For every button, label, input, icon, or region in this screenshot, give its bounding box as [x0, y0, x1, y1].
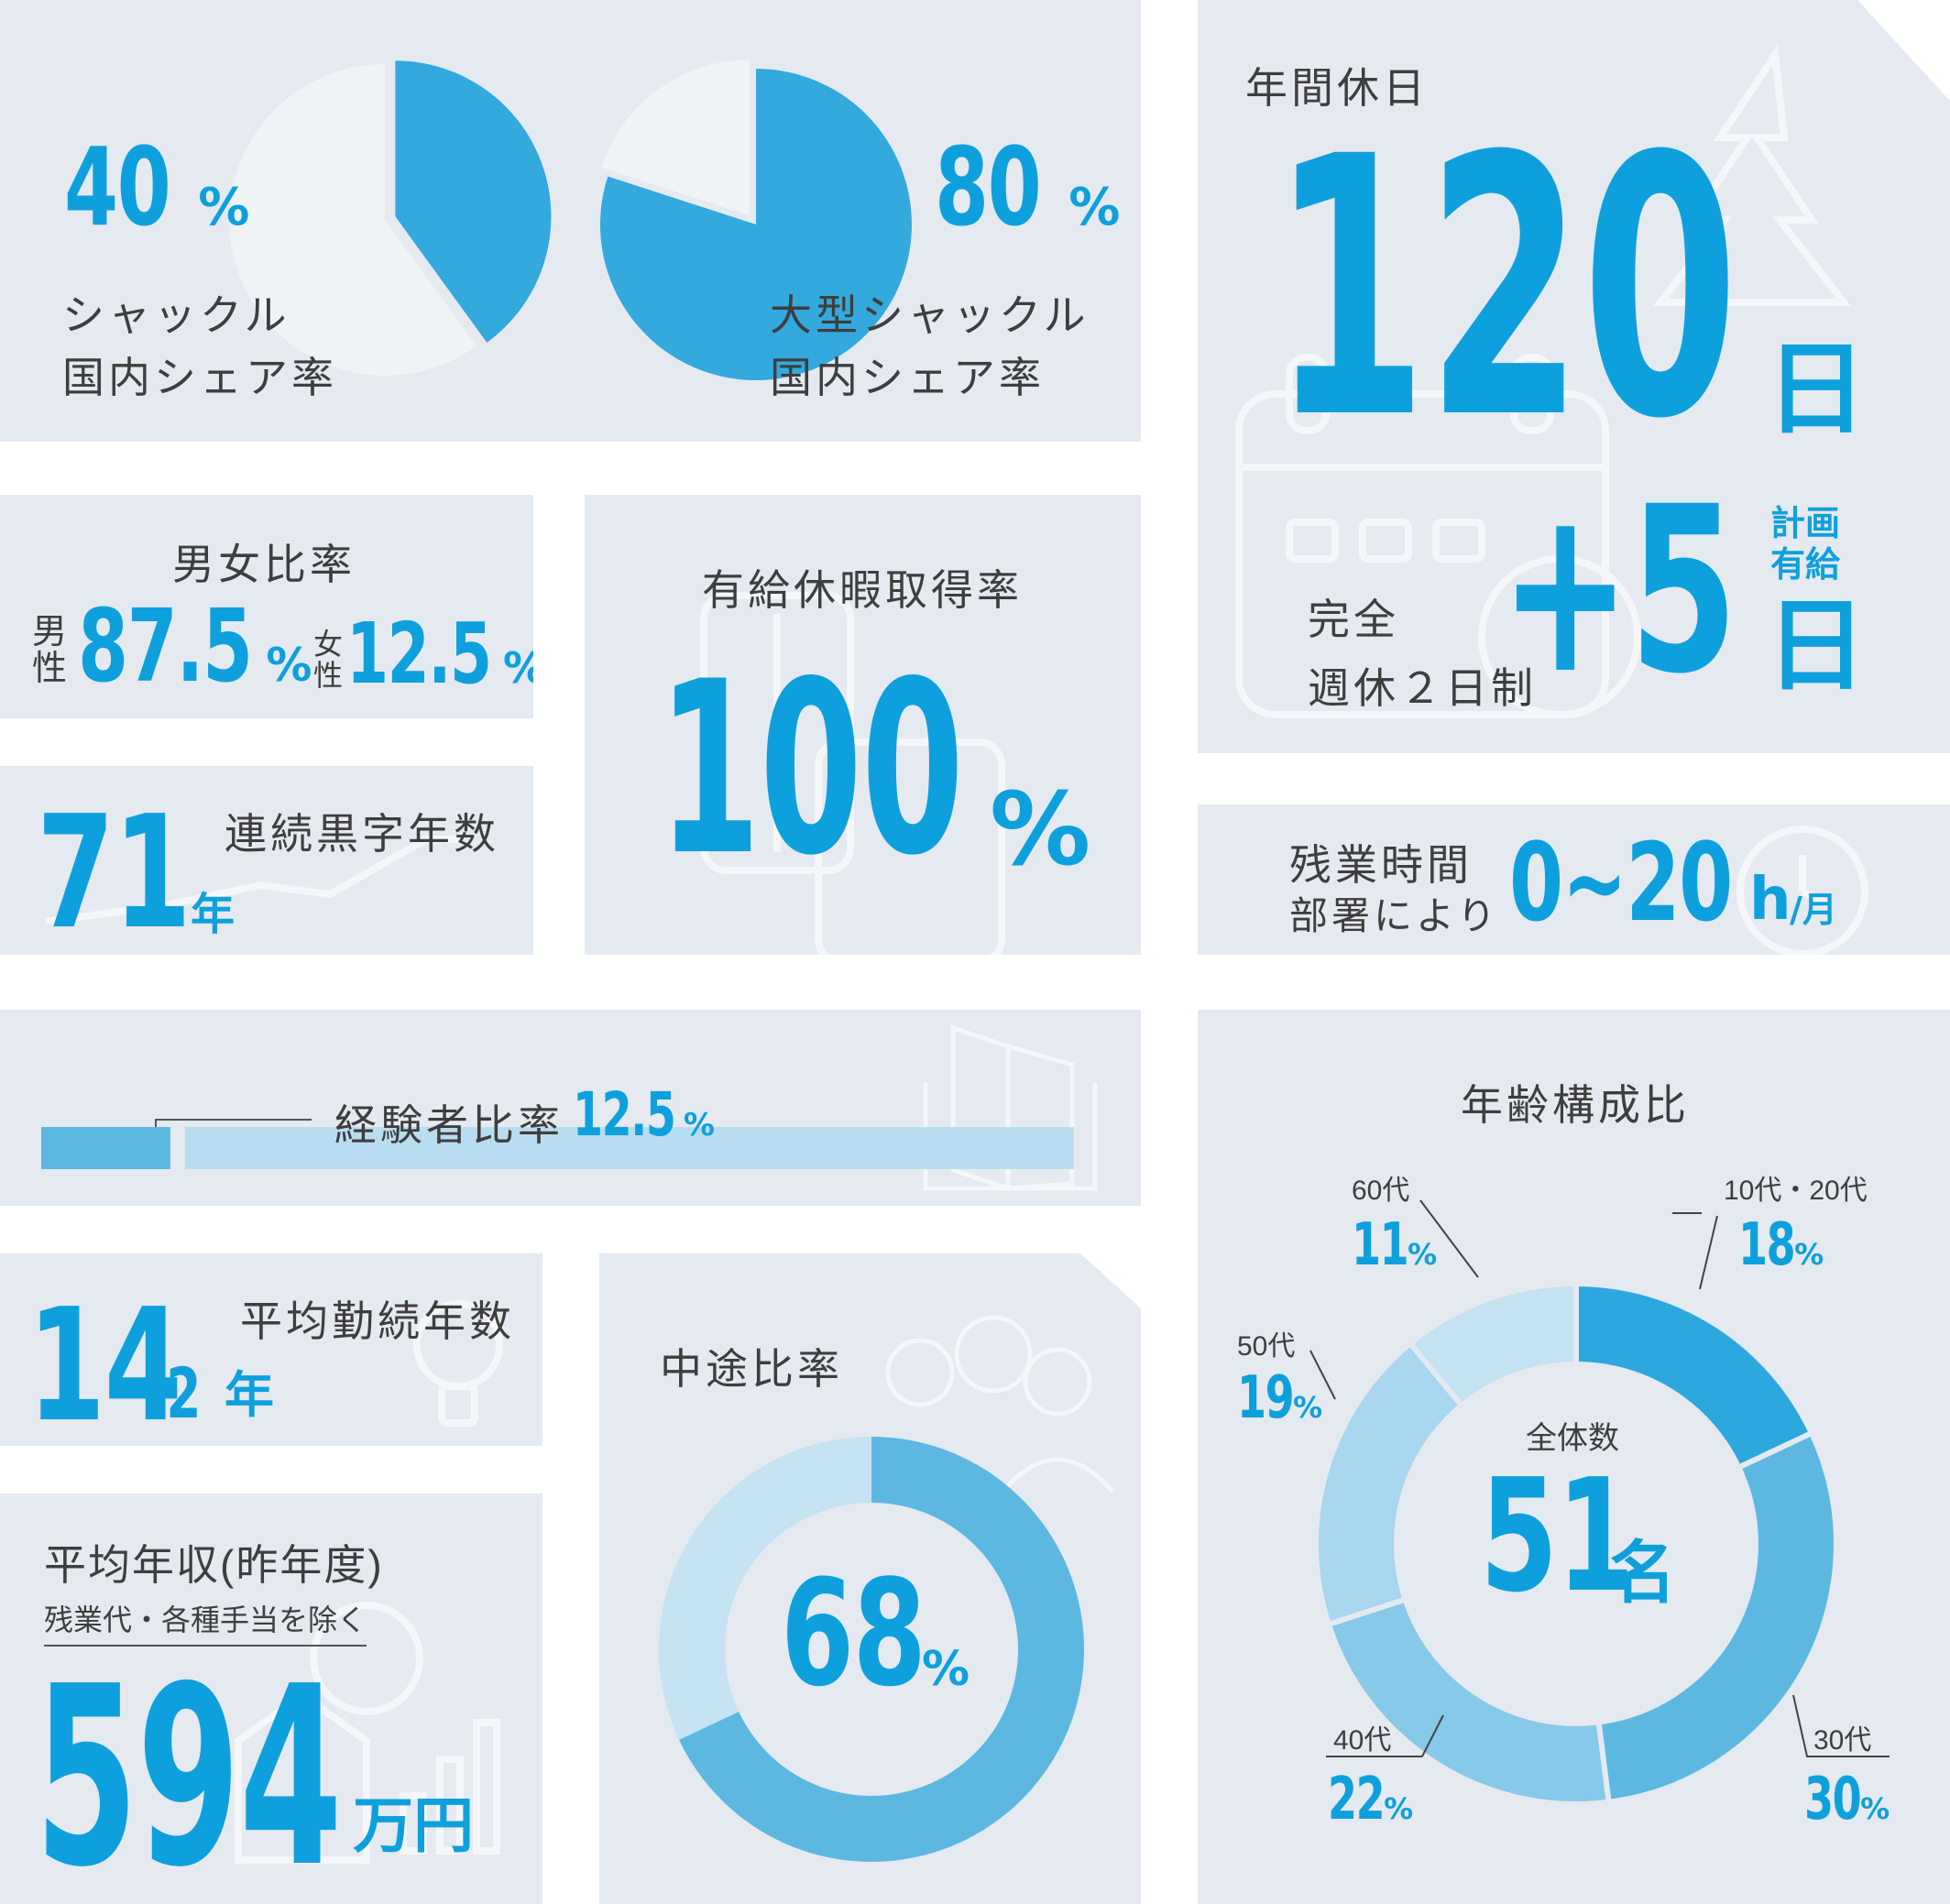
age-slice-50s — [1313, 1339, 1466, 1628]
shackle-share-value: 40% — [64, 124, 250, 250]
midcareer-title: 中途比率 — [660, 1345, 843, 1393]
paid-leave-title: 有給休暇取得率 — [702, 566, 1023, 614]
holidays-note-1: 完全 — [1308, 596, 1399, 643]
salary-note: 残業代・各種手当を除く — [44, 1597, 367, 1647]
age-pct-10s-20s: 18% — [1738, 1211, 1824, 1279]
age-total-unit: 名 — [1608, 1534, 1676, 1613]
large-shackle-share-value: 80% — [935, 124, 1121, 250]
holidays-plus-value: +5 — [1500, 457, 1737, 724]
female-label-1: 女 — [313, 628, 344, 661]
black-years-unit: 年 — [191, 889, 236, 940]
age-pct-30s: 30% — [1804, 1766, 1890, 1833]
experienced-panel: 経験者比率 12.5% — [0, 1010, 1141, 1206]
age-label-50s: 50代 — [1237, 1331, 1296, 1362]
overtime-unit: h — [1749, 866, 1791, 934]
gender-panel: 男女比率 男 性 87.5% 女 性 12.5% — [0, 495, 533, 718]
salary-title: 平均年収(昨年度) — [44, 1541, 384, 1589]
large-shackle-label-2: 国内シェア率 — [770, 354, 1045, 401]
holidays-title: 年間休日 — [1245, 64, 1429, 112]
midcareer-donut-rest — [658, 1437, 871, 1740]
calendar-tree-decoration — [1235, 0, 1950, 718]
experienced-bar-chart — [41, 1024, 1098, 1192]
experienced-title: 経験者比率 — [334, 1101, 564, 1149]
overtime-title-1: 残業時間 — [1289, 841, 1473, 889]
black-years-value: 71 — [37, 782, 192, 955]
suitcase-decoration — [700, 592, 1005, 955]
midcareer-donut-share — [679, 1437, 1084, 1862]
age-label-30s: 30代 — [1813, 1725, 1872, 1756]
age-pct-40s: 22% — [1328, 1766, 1414, 1833]
salary-unit: 万円 — [353, 1790, 474, 1861]
holidays-panel: 年間休日 120 日 +5 計画 有給 日 完全 週休２日制 — [1198, 0, 1950, 753]
midcareer-donut-chart — [658, 1253, 1141, 1862]
holidays-value: 120 — [1271, 81, 1738, 497]
shackle-pie-share — [395, 60, 552, 343]
midcareer-unit: % — [922, 1642, 970, 1697]
age-slice-30s — [1595, 1429, 1839, 1806]
paid-leave-value: 100 — [658, 631, 964, 908]
midcareer-panel: 中途比率 68 % — [599, 1253, 1141, 1904]
age-label-40s: 40代 — [1333, 1725, 1392, 1756]
gender-title: 男女比率 — [172, 541, 356, 588]
age-pct-60s: 11% — [1352, 1211, 1438, 1279]
age-label-60s: 60代 — [1352, 1176, 1410, 1206]
large-shackle-label-1: 大型シャックル — [770, 291, 1090, 339]
age-title: 年齢構成比 — [1461, 1081, 1690, 1129]
male-label-2: 性 — [32, 650, 68, 688]
clock-decoration — [1736, 826, 1868, 955]
female-value: 12.5% — [346, 605, 533, 703]
tenure-unit: 年 — [225, 1366, 274, 1424]
experienced-bar-rest — [184, 1127, 1074, 1169]
male-value: 87.5% — [78, 587, 312, 705]
black-years-title: 連続黒字年数 — [225, 810, 499, 858]
age-leader-lines — [1309, 1199, 1890, 1757]
tenure-value: 14 — [27, 1275, 182, 1446]
planned-label-1: 計画 — [1770, 503, 1841, 543]
shackle-label-1: シャックル — [62, 291, 290, 339]
shackle-label-2: 国内シェア率 — [62, 354, 337, 401]
midcareer-value: 68 — [781, 1548, 926, 1719]
age-slice-60s — [1406, 1280, 1579, 1410]
salary-panel: 平均年収(昨年度) 残業代・各種手当を除く 594 万円 — [0, 1494, 542, 1904]
age-donut-chart — [1309, 1199, 1890, 1807]
large-shackle-pie-share — [600, 69, 912, 381]
tenure-panel: 14 .2 年 平均勤続年数 — [0, 1253, 542, 1446]
planned-label-2: 有給 — [1770, 544, 1841, 585]
overtime-per: /月 — [1790, 890, 1837, 930]
experienced-bar-fill — [41, 1127, 170, 1169]
money-decoration — [235, 1602, 500, 1864]
share-pies — [229, 60, 912, 381]
age-panel: 年齢構成比 10代・20代 18% 30代 30% 40代 22% 50代 19… — [1198, 1010, 1950, 1904]
overtime-panel: 残業時間 部署により 0~20 h /月 — [1198, 804, 1950, 955]
experienced-value: 12.5% — [573, 1079, 715, 1150]
male-label-1: 男 — [32, 613, 68, 651]
salary-value: 594 — [35, 1633, 343, 1904]
paid-leave-unit: % — [990, 771, 1091, 888]
overtime-value: 0~20 — [1509, 819, 1733, 946]
plus-unit: 日 — [1766, 587, 1867, 705]
trend-line-decoration — [45, 836, 463, 925]
lightbulb-decoration — [413, 1300, 503, 1427]
black-years-panel: 71 年 連続黒字年数 — [0, 766, 533, 955]
paid-leave-panel: 有給休暇取得率 100 % — [585, 495, 1141, 955]
share-panel: 40% シャックル 国内シェア率 80% 大型シャックル 国内シェア率 — [0, 0, 1141, 442]
age-total: 51 — [1480, 1446, 1635, 1627]
tenure-title: 平均勤続年数 — [240, 1297, 515, 1345]
holidays-unit: 日 — [1766, 331, 1867, 448]
tenure-decimal: .2 — [148, 1352, 201, 1434]
overtime-title-2: 部署により — [1289, 894, 1500, 937]
female-label-2: 性 — [313, 659, 344, 692]
shackle-pie-rest — [229, 64, 477, 376]
holidays-note-2: 週休２日制 — [1308, 664, 1537, 712]
large-shackle-pie-rest — [601, 60, 750, 216]
age-pct-50s: 19% — [1237, 1364, 1323, 1432]
age-center-label: 全体数 — [1526, 1421, 1619, 1456]
age-label-10s-20s: 10代・20代 — [1724, 1176, 1868, 1206]
